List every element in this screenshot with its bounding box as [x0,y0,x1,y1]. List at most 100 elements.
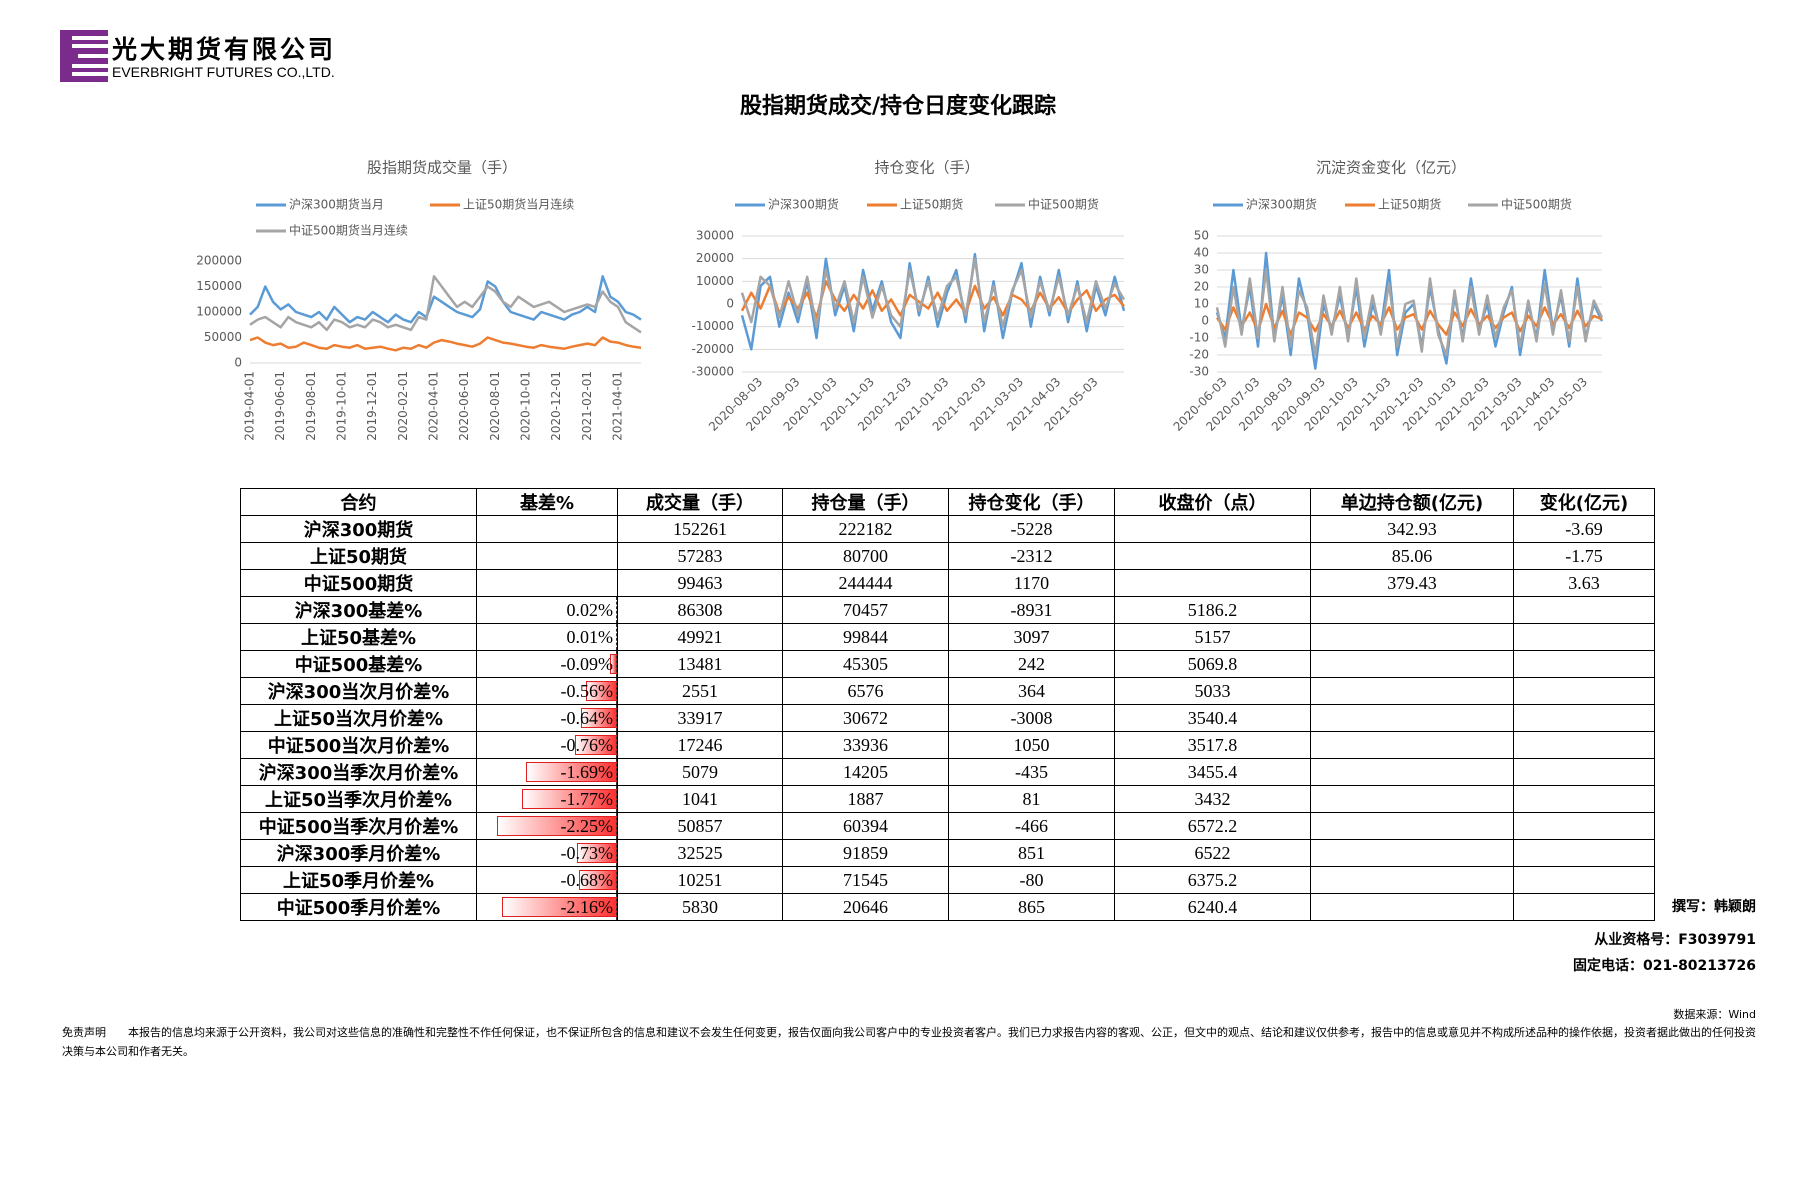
y-tick-label: 100000 [196,305,242,319]
table-cell: 342.93 [1310,515,1514,543]
table-cell: 17246 [617,731,783,759]
legend-label: 中证500期货 [1501,197,1572,212]
column-header: 持仓量（手） [782,488,949,516]
table-row: 上证50当次月价差% -0.64% 33917 30672 -3008 3540.4 [240,704,1655,732]
table-cell [1513,704,1655,732]
x-tick-label: 2020-08-01 [488,371,502,441]
phone: 固定电话：021-80213726 [1573,958,1756,974]
table-cell: 1050 [948,731,1115,759]
contract-name: 沪深300季月价差% [240,839,477,867]
contract-name: 中证500季月价差% [240,893,477,921]
basis-value: -1.69% [560,761,614,782]
disclaimer-block: 免责声明 本报告的信息均来源于公开资料，我公司对这些信息的准确性和完整性不作任何保… [62,1023,1758,1061]
table-cell: -3008 [948,704,1115,732]
y-tick-label: -10 [1189,331,1209,345]
contract-name: 中证500基差% [240,650,477,678]
table-cell [1513,893,1655,921]
basis-cell: -0.56% [476,677,618,705]
series-line [249,275,642,334]
table-cell [1513,623,1655,651]
table-cell [1310,704,1514,732]
table-row: 上证50基差% 0.01% 49921 99844 3097 5157 [240,623,1655,651]
y-tick-label: 20 [1194,280,1209,294]
table-row: 中证500当季次月价差% -2.25% 50857 60394 -466 6572.2 [240,812,1655,840]
series-line [1215,268,1604,357]
table-cell: 6576 [782,677,949,705]
contract-name: 沪深300当次月价差% [240,677,477,705]
table-cell: 33917 [617,704,783,732]
basis-cell: -0.68% [476,866,618,894]
table-cell [1310,758,1514,786]
y-tick-label: 20000 [696,251,734,265]
table-cell: 5157 [1114,623,1311,651]
table-cell [1310,893,1514,921]
table-cell: 5186.2 [1114,596,1311,624]
contract-name: 上证50基差% [240,623,477,651]
basis-axis [616,678,617,704]
x-tick-label: 2019-10-01 [335,371,349,441]
table-cell: 20646 [782,893,949,921]
basis-axis [616,813,617,839]
company-cn: 光大期货有限公司 [112,35,337,64]
disclaimer-text: 本报告的信息均来源于公开资料，我公司对这些信息的准确性和完整性不作任何保证，也不… [62,1026,1756,1058]
table-cell: 5079 [617,758,783,786]
basis-value: -2.25% [560,815,614,836]
y-tick-label: -30000 [691,365,734,379]
table-cell: 5033 [1114,677,1311,705]
table-cell: 86308 [617,596,783,624]
table-cell [1310,650,1514,678]
x-tick-label: 2020-04-01 [427,371,441,441]
contract-name: 沪深300当季次月价差% [240,758,477,786]
table-cell [1513,650,1655,678]
x-tick-label: 2019-08-01 [304,371,318,441]
table-cell: 99463 [617,569,783,597]
data-table: 合约 基差% 成交量（手） 持仓量（手） 持仓变化（手） 收盘价（点） 单边持仓额(亿元) 变… [240,488,1655,921]
basis-cell: -1.69% [476,758,618,786]
table-cell: 364 [948,677,1115,705]
table-cell: 60394 [782,812,949,840]
table-cell: 14205 [782,758,949,786]
table-cell: 3.63 [1513,569,1655,597]
table-cell: 1887 [782,785,949,813]
table-cell: 99844 [782,623,949,651]
x-tick-label: 2021-04-01 [611,371,625,441]
y-tick-label: 200000 [196,254,242,268]
table-cell: 2551 [617,677,783,705]
basis-cell: -2.25% [476,812,618,840]
contract-name: 沪深300期货 [240,515,477,543]
table-cell: 13481 [617,650,783,678]
table-cell: 45305 [782,650,949,678]
table-cell [1513,677,1655,705]
author: 撰写：韩颖朗 [1672,899,1756,915]
table-cell: -435 [948,758,1115,786]
column-header: 基差% [476,488,618,516]
table-cell: 85.06 [1310,542,1514,570]
table-row: 沪深300基差% 0.02% 86308 70457 -8931 5186.2 [240,596,1655,624]
x-tick-label: 2019-12-01 [365,371,379,441]
basis-value: 0.01% [566,626,614,647]
basis-value: -0.64% [560,707,614,728]
logo-icon [60,30,108,82]
basis-cell [476,542,618,570]
contract-name: 上证50当次月价差% [240,704,477,732]
table-cell: 5830 [617,893,783,921]
table-cell: 91859 [782,839,949,867]
series-line [249,336,642,352]
table-cell: 152261 [617,515,783,543]
y-tick-label: 0 [234,356,242,370]
y-tick-label: 40 [1194,246,1209,260]
table-cell: -80 [948,866,1115,894]
basis-cell: -0.76% [476,731,618,759]
series-line [740,257,1126,328]
table-cell: 6375.2 [1114,866,1311,894]
basis-axis [616,867,617,893]
table-cell: 222182 [782,515,949,543]
basis-cell: 0.01% [476,623,618,651]
basis-axis [616,651,617,677]
contract-name: 中证500当次月价差% [240,731,477,759]
table-cell: 6522 [1114,839,1311,867]
y-tick-label: -20000 [691,342,734,356]
y-tick-label: 50000 [204,330,242,344]
table-cell [1310,677,1514,705]
license: 从业资格号：F3039791 [1594,932,1756,948]
